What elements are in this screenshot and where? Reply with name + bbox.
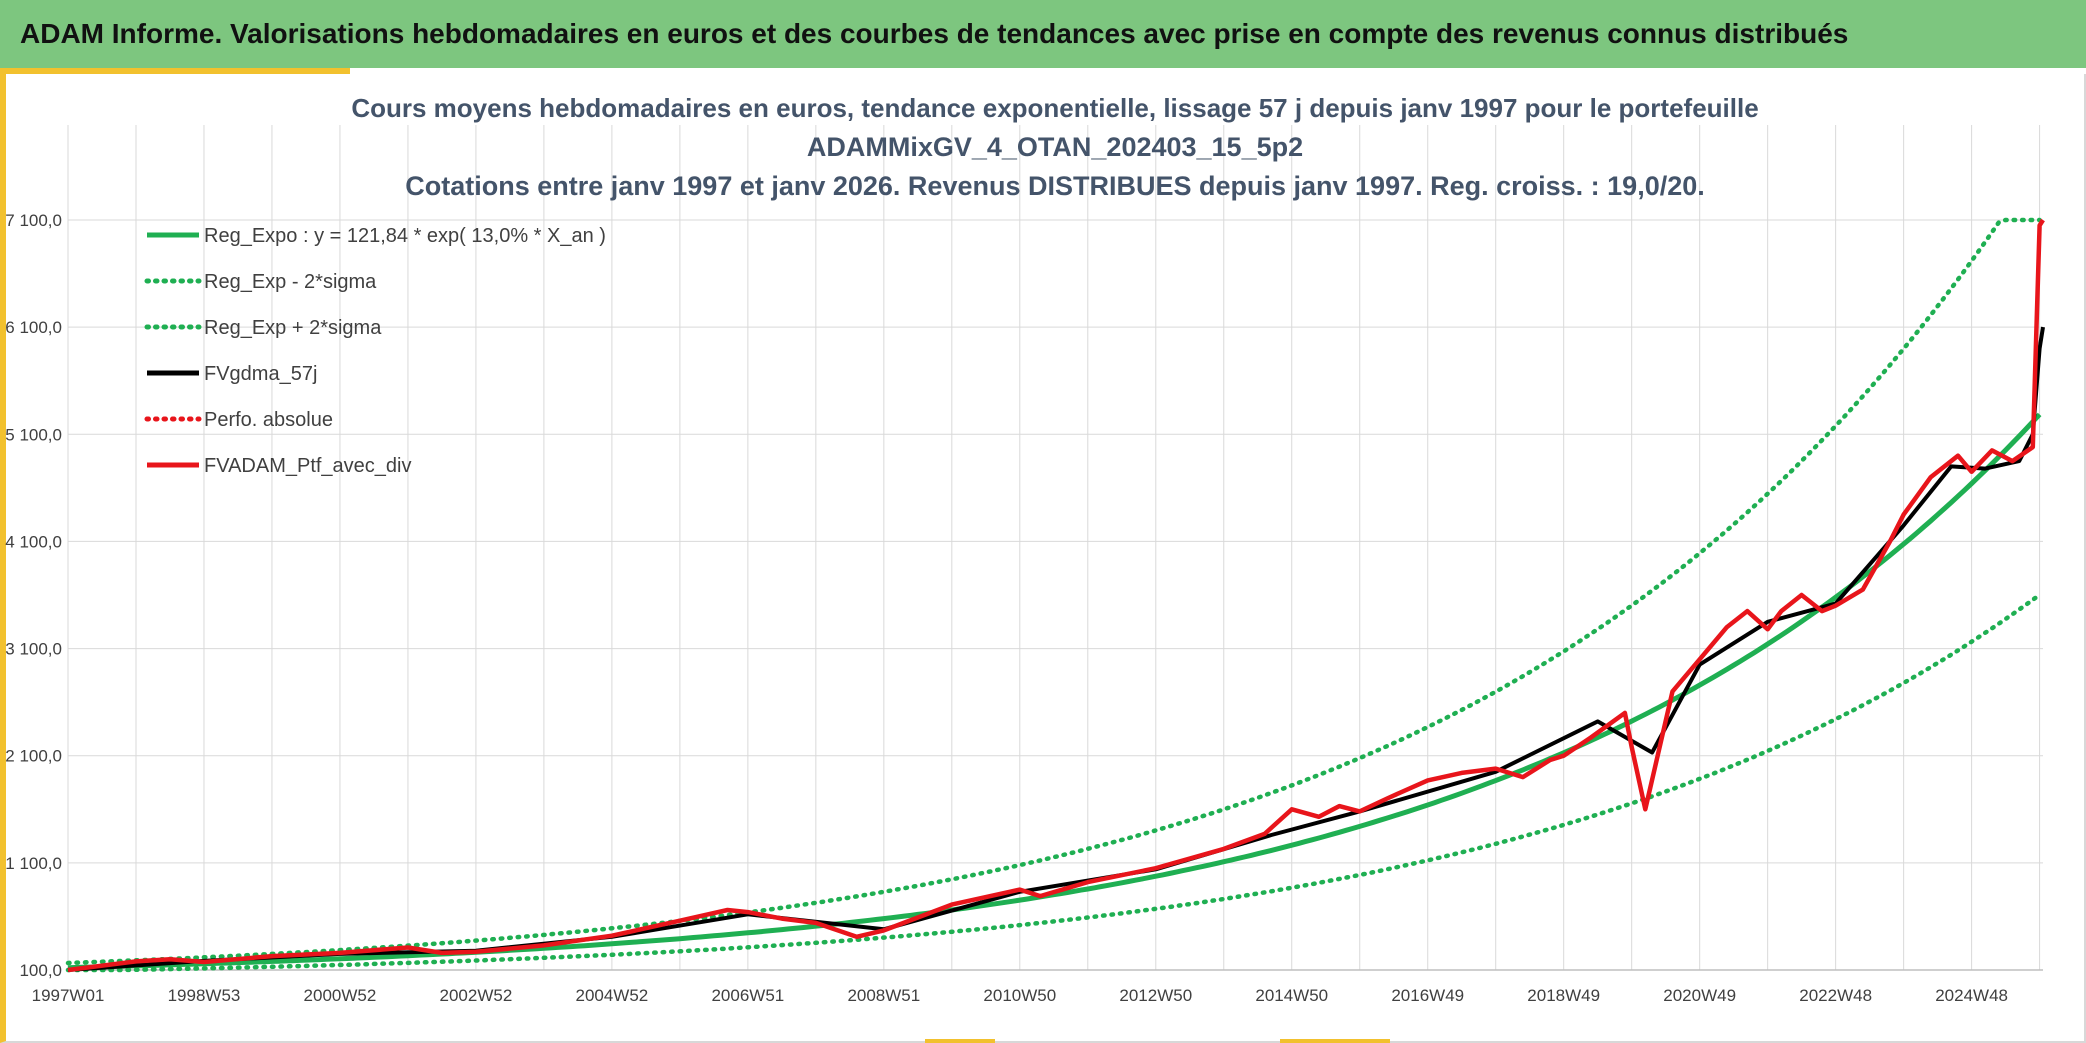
legend-label: FVADAM_Ptf_avec_div (204, 455, 412, 477)
series-reg-expo (67, 412, 2042, 971)
x-tick-label: 2004W52 (575, 986, 648, 1005)
y-tick-label: 100,0 (19, 961, 62, 980)
x-tick-label: 2012W50 (1119, 986, 1192, 1005)
header-banner: ADAM Informe. Valorisations hebdomadaire… (0, 0, 2086, 68)
legend-label: Perfo. absolue (204, 409, 333, 431)
y-tick-label: 4 100,0 (5, 532, 62, 551)
x-tick-label: 2008W51 (847, 986, 920, 1005)
y-tick-label: 6 100,0 (5, 318, 62, 337)
series (65, 217, 2045, 973)
chart-title-line: ADAMMixGV_4_OTAN_202403_15_5p2 (807, 132, 1303, 162)
x-tick-label: 2000W52 (304, 986, 377, 1005)
x-tick-label: 2024W48 (1935, 986, 2008, 1005)
x-tick-label: 2016W49 (1391, 986, 1464, 1005)
chart-title-line: Cours moyens hebdomadaires en euros, ten… (351, 93, 1758, 123)
y-tick-label: 5 100,0 (5, 425, 62, 444)
y-tick-label: 7 100,0 (5, 211, 62, 230)
y-tick-label: 3 100,0 (5, 640, 62, 659)
legend-label: Reg_Exp + 2*sigma (204, 317, 382, 339)
x-tick-label: 2022W48 (1799, 986, 1872, 1005)
legend: Reg_Expo : y = 121,84 * exp( 13,0% * X_a… (144, 225, 606, 477)
bottom-accent-right (1280, 1039, 1390, 1043)
chart-title: Cours moyens hebdomadaires en euros, ten… (351, 93, 1758, 201)
x-tick-label: 1997W01 (32, 986, 105, 1005)
x-tick-label: 2014W50 (1255, 986, 1328, 1005)
x-tick-label: 2006W51 (711, 986, 784, 1005)
y-tick-label: 2 100,0 (5, 747, 62, 766)
y-tick-label: 1 100,0 (5, 854, 62, 873)
chart-title-line: Cotations entre janv 1997 et janv 2026. … (405, 171, 1705, 201)
x-tick-label: 2020W49 (1663, 986, 1736, 1005)
legend-label: Reg_Expo : y = 121,84 * exp( 13,0% * X_a… (204, 225, 606, 247)
x-tick-label: 2018W49 (1527, 986, 1600, 1005)
series-reg-exp-minus-2sigma (65, 592, 2042, 973)
axes: 100,0 1 100,0 2 100,0 3 100,0 4 100,0 5 100,0… (5, 211, 2043, 1005)
x-tick-label: 1998W53 (168, 986, 241, 1005)
header-title: ADAM Informe. Valorisations hebdomadaire… (20, 18, 1849, 49)
legend-label: Reg_Exp - 2*sigma (204, 271, 377, 293)
series-fvadam-ptf-avec-div (67, 218, 2045, 973)
x-tick-label: 2010W50 (983, 986, 1056, 1005)
bottom-accent-left (925, 1039, 995, 1043)
series-reg-exp-plus-2sigma (65, 217, 2042, 966)
frame-top-cover (350, 68, 2086, 74)
legend-label: FVgdma_57j (204, 363, 317, 385)
grid (67, 125, 2043, 971)
x-tick-label: 2002W52 (440, 986, 513, 1005)
